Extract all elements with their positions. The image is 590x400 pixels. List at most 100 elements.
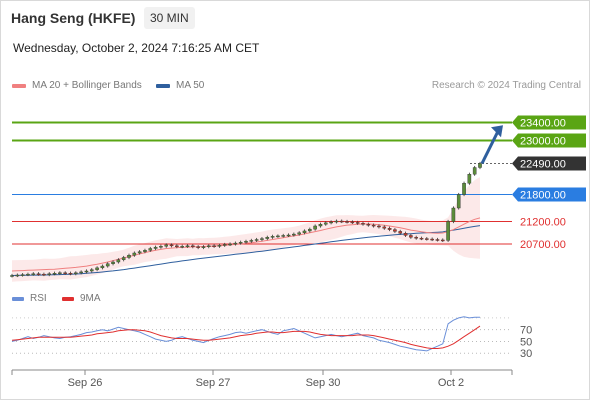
candle-up xyxy=(462,183,466,195)
candle-up xyxy=(276,235,280,238)
candle-down xyxy=(355,222,360,224)
candle-up xyxy=(313,225,317,230)
candle-up xyxy=(206,245,211,248)
ma50-swatch xyxy=(156,83,170,88)
candle-down xyxy=(425,238,429,240)
candle-up xyxy=(318,223,323,227)
candle-down xyxy=(212,245,216,248)
legend-rsi: RSI xyxy=(12,293,47,304)
candle-up xyxy=(281,235,286,237)
candle-up xyxy=(31,273,36,275)
level-tag-label: 20700.00 xyxy=(520,239,566,251)
candle-up xyxy=(180,246,184,248)
candle-down xyxy=(377,225,381,228)
candle-up xyxy=(260,238,264,240)
candle-up xyxy=(132,252,137,256)
candle-down xyxy=(339,220,344,223)
candle-down xyxy=(398,231,403,234)
credit-text: Research © 2024 Trading Central xyxy=(431,80,581,91)
candle-up xyxy=(137,251,142,254)
candle-down xyxy=(387,228,392,230)
candle-down xyxy=(403,232,408,236)
rsi-tick-label: 70 xyxy=(520,325,532,337)
candle-up xyxy=(52,273,57,275)
rsi-tick-label: 30 xyxy=(520,348,532,360)
candle-down xyxy=(440,239,445,242)
rsi-tick-label: 50 xyxy=(520,336,532,348)
candle-up xyxy=(265,237,270,239)
rsi-line xyxy=(11,316,480,352)
candle-up xyxy=(302,230,307,233)
candle-up xyxy=(334,220,339,223)
candle-up xyxy=(20,274,25,276)
candle-up xyxy=(127,255,131,258)
candle-down xyxy=(169,244,174,247)
forecast-arrow-shaft xyxy=(480,128,501,165)
forecast-arrow-head xyxy=(491,125,503,138)
candle-up xyxy=(472,167,477,175)
ma20-swatch xyxy=(12,83,26,88)
candle-up xyxy=(201,246,206,248)
candle-up xyxy=(15,274,20,277)
candle-down xyxy=(350,221,355,224)
legend-ma50: MA 50 xyxy=(156,80,204,91)
candle-up xyxy=(292,233,296,236)
candle-up xyxy=(308,228,312,232)
candle-up xyxy=(185,245,190,248)
candle-up xyxy=(58,272,62,274)
candle-down xyxy=(435,239,440,241)
candle-up xyxy=(95,267,99,270)
candle-up xyxy=(446,221,450,241)
candle-up xyxy=(111,261,115,264)
candle-up xyxy=(222,244,227,246)
candle-up xyxy=(164,244,169,247)
candle-down xyxy=(430,238,434,241)
candle-down xyxy=(42,273,46,276)
rsi-ma-swatch xyxy=(62,296,74,301)
interval-button[interactable]: 30 MIN xyxy=(144,7,195,29)
instrument-title: Hang Seng (HKFE) xyxy=(11,10,136,26)
candle-up xyxy=(100,265,105,269)
candle-up xyxy=(233,242,238,245)
legend-rsi-label: RSI xyxy=(30,293,47,304)
candle-down xyxy=(382,226,387,229)
candle-down xyxy=(414,237,418,239)
rsi-ma-line xyxy=(11,325,481,349)
candle-up xyxy=(26,273,30,276)
candle-up xyxy=(478,163,482,168)
candle-up xyxy=(270,236,275,238)
level-tag-label: 23400.00 xyxy=(520,118,566,130)
candle-up xyxy=(286,234,291,237)
level-tag-label: 22490.00 xyxy=(520,158,566,170)
candle-down xyxy=(36,273,41,275)
candle-up xyxy=(228,243,232,246)
candle-up xyxy=(153,246,158,249)
candle-up xyxy=(456,194,461,209)
timestamp: Wednesday, October 2, 2024 7:16:25 AM CE… xyxy=(13,41,260,55)
candle-up xyxy=(238,241,243,244)
legend-ma20-label: MA 20 + Bollinger Bands xyxy=(32,80,142,91)
candle-up xyxy=(121,257,126,260)
level-tag-label: 21800.00 xyxy=(520,190,566,202)
rsi-swatch xyxy=(12,296,24,301)
legend-ma20: MA 20 + Bollinger Bands xyxy=(12,80,142,91)
candle-down xyxy=(409,235,413,238)
candle-up xyxy=(244,241,248,243)
candle-down xyxy=(361,223,365,225)
legend-rsi-ma-label: 9MA xyxy=(80,293,101,304)
candle-up xyxy=(74,272,78,274)
level-tag-bg xyxy=(512,133,586,148)
ma50-line xyxy=(11,225,481,276)
candle-down xyxy=(366,223,371,226)
candle-up xyxy=(254,239,259,241)
candle-up xyxy=(89,269,94,272)
time-tick-label: Sep 30 xyxy=(306,377,341,389)
legend-ma50-label: MA 50 xyxy=(176,80,205,91)
candle-down xyxy=(419,237,424,240)
candle-up xyxy=(84,270,89,273)
candle-down xyxy=(345,221,349,223)
candle-up xyxy=(143,250,147,252)
time-tick-label: Sep 26 xyxy=(68,377,103,389)
candle-up xyxy=(79,271,83,274)
